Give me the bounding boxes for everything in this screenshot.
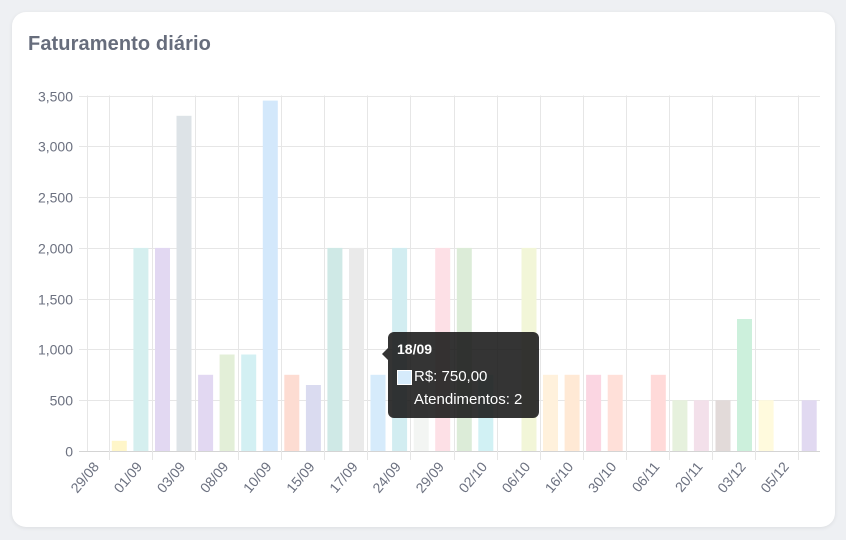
bar-11-09[interactable] (284, 374, 300, 451)
tooltip-caret (382, 348, 388, 360)
y-tick-label: 0 (65, 444, 73, 460)
y-tick-label: 2,500 (38, 190, 73, 206)
x-tick-label: 06/11 (628, 458, 662, 494)
x-tick-label: 15/09 (283, 458, 318, 495)
bar-20-11[interactable] (693, 400, 709, 451)
chart-tooltip: 18/09 R$: 750,00 Atendimentos: 2 (382, 332, 539, 418)
x-tick-label: 06/10 (498, 458, 533, 495)
bar-03-09[interactable] (176, 115, 192, 452)
bar-18-09[interactable] (370, 374, 386, 451)
tooltip-title: 18/09 (397, 341, 433, 357)
y-tick-label: 500 (50, 393, 74, 409)
x-tick-label: 20/11 (672, 458, 706, 494)
y-axis: 0 500 1,000 1,500 2,000 2,500 3,000 3,500 (38, 89, 73, 460)
x-tick-label: 24/09 (369, 458, 404, 495)
y-tick-label: 1,000 (38, 342, 73, 358)
bar-10-09[interactable] (262, 100, 278, 451)
card-title: Faturamento diário (28, 33, 211, 55)
tooltip-color-swatch (397, 370, 412, 385)
x-tick-label: 16/10 (542, 458, 577, 495)
bar-30-10[interactable] (607, 374, 623, 451)
tooltip-value: R$: 750,00 (414, 368, 488, 385)
x-axis: 29/08 01/09 03/09 08/09 10/09 15/09 17/09 24/09… (67, 458, 792, 495)
tooltip-atendimentos: Atendimentos: 2 (414, 391, 523, 408)
bar-04-09[interactable] (198, 374, 214, 451)
bar-02-09[interactable] (155, 247, 170, 451)
x-tick-label: 01/09 (110, 458, 145, 495)
chart-grid (79, 95, 820, 460)
bar-07-11[interactable] (672, 400, 688, 451)
bar-03-12[interactable] (737, 319, 752, 451)
bar-04-12[interactable] (758, 400, 774, 451)
x-tick-label: 03/09 (154, 458, 189, 495)
x-tick-label: 29/08 (67, 458, 102, 495)
x-tick-label: 03/12 (714, 458, 749, 495)
bar-01-09[interactable] (133, 247, 149, 451)
bar-30-08[interactable] (111, 440, 127, 451)
bar-15-09[interactable] (305, 385, 321, 451)
bar-06-11[interactable] (650, 374, 666, 451)
bar-17-10[interactable] (586, 374, 602, 451)
y-tick-label: 2,000 (38, 241, 73, 257)
y-tick-label: 3,000 (38, 139, 73, 155)
y-tick-label: 3,500 (38, 89, 73, 105)
y-tick-label: 1,500 (38, 292, 73, 308)
x-tick-label: 02/10 (455, 458, 490, 495)
bar-06-12[interactable] (801, 400, 817, 451)
bar-16-10[interactable] (564, 374, 580, 451)
x-tick-label: 08/09 (197, 458, 232, 495)
bar-07-10[interactable] (543, 374, 558, 451)
bar-16-09[interactable] (327, 247, 343, 451)
bar-08-09[interactable] (219, 354, 235, 452)
bar-09-09[interactable] (241, 354, 257, 452)
x-tick-label: 05/12 (757, 458, 792, 495)
bar-17-09[interactable] (349, 247, 364, 451)
x-tick-label: 10/09 (240, 458, 275, 495)
x-tick-label: 30/10 (585, 458, 620, 495)
bar-21-11[interactable] (715, 400, 731, 451)
x-tick-label: 29/09 (412, 458, 447, 495)
x-tick-label: 17/09 (326, 458, 361, 495)
